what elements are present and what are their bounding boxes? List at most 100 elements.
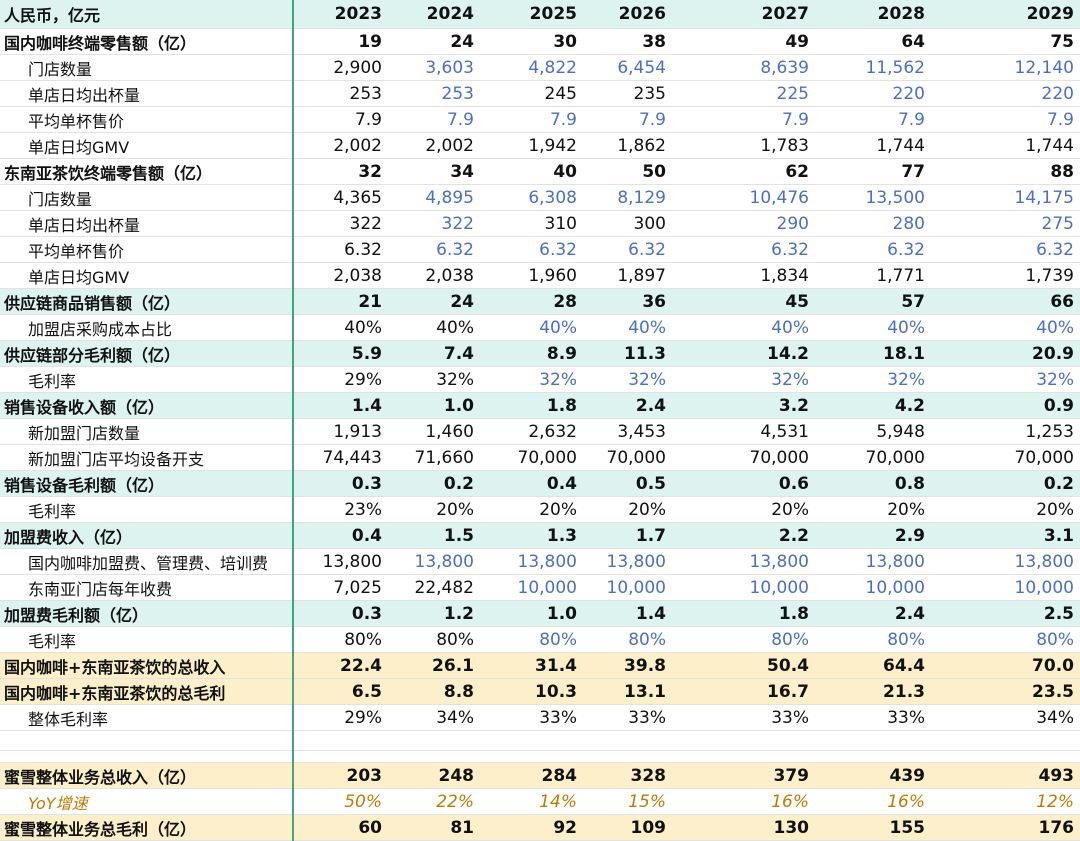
value-cell: 6.32 bbox=[628, 239, 666, 260]
value-cell: 0.8 bbox=[894, 473, 925, 494]
value-cell: 32% bbox=[436, 369, 474, 390]
value-cell: 1,834 bbox=[760, 265, 809, 286]
value-cell: 225 bbox=[776, 83, 809, 104]
value-cell: 75 bbox=[1050, 31, 1074, 52]
value-cell: 7.9 bbox=[549, 109, 577, 130]
value-cell: 0.5 bbox=[635, 473, 666, 494]
value-cell: 10,000 bbox=[749, 577, 809, 598]
value-cell: 7.9 bbox=[446, 109, 474, 130]
value-cell: 275 bbox=[1041, 213, 1074, 234]
row-label: 国内咖啡+东南亚茶饮的总毛利 bbox=[4, 683, 226, 703]
row-label: 加盟店采购成本占比 bbox=[28, 319, 173, 339]
value-cell: 23% bbox=[344, 499, 382, 520]
value-cell: 5.9 bbox=[351, 343, 382, 364]
table-row bbox=[0, 731, 1080, 751]
value-cell: 28 bbox=[553, 291, 577, 312]
value-cell: 70,000 bbox=[606, 447, 666, 468]
value-cell: 4,365 bbox=[333, 187, 382, 208]
value-cell: 6,308 bbox=[528, 187, 577, 208]
value-cell: 7.9 bbox=[1046, 109, 1074, 130]
column-header: 2027 bbox=[761, 4, 809, 24]
row-label: 加盟费收入（亿） bbox=[4, 527, 133, 547]
value-cell: 10,000 bbox=[1014, 577, 1074, 598]
value-cell: 0.4 bbox=[546, 473, 577, 494]
value-cell: 80% bbox=[436, 629, 474, 650]
value-cell: 8.8 bbox=[443, 681, 474, 702]
row-label: 整体毛利率 bbox=[28, 709, 109, 729]
value-cell: 0.6 bbox=[778, 473, 809, 494]
value-cell: 1.4 bbox=[351, 395, 382, 416]
value-cell: 30 bbox=[553, 31, 577, 52]
value-cell: 57 bbox=[901, 291, 925, 312]
value-cell: 203 bbox=[346, 765, 383, 786]
value-cell: 32% bbox=[887, 369, 925, 390]
table-row: 国内咖啡终端零售额（亿） 19 24 30 38 49 64 75 bbox=[0, 29, 1080, 55]
value-cell: 2,632 bbox=[528, 421, 577, 442]
value-cell: 88 bbox=[1050, 161, 1074, 182]
value-cell: 7,025 bbox=[333, 577, 382, 598]
table-row: 门店数量 4,365 4,895 6,308 8,129 10,476 13,500 14,1… bbox=[0, 185, 1080, 211]
value-cell: 32 bbox=[358, 161, 382, 182]
value-cell: 328 bbox=[630, 765, 667, 786]
table-row: 销售设备收入额（亿） 1.4 1.0 1.8 2.4 3.2 4.2 0.9 bbox=[0, 393, 1080, 419]
value-cell: 7.9 bbox=[781, 109, 809, 130]
row-label: 毛利率 bbox=[28, 371, 77, 391]
value-cell: 14% bbox=[539, 791, 577, 812]
value-cell: 33% bbox=[628, 707, 666, 728]
value-cell: 22.4 bbox=[340, 655, 382, 676]
value-cell: 70,000 bbox=[749, 447, 809, 468]
value-cell: 32% bbox=[771, 369, 809, 390]
table-row: 蜜雪整体业务总毛利（亿） 60 81 92 109 130 155 176 bbox=[0, 815, 1080, 841]
value-cell: 80% bbox=[344, 629, 382, 650]
value-cell: 33% bbox=[539, 707, 577, 728]
value-cell: 36 bbox=[642, 291, 666, 312]
value-cell: 20% bbox=[887, 499, 925, 520]
value-cell: 6.32 bbox=[887, 239, 925, 260]
value-cell: 92 bbox=[553, 817, 577, 838]
value-cell: 24 bbox=[450, 31, 474, 52]
row-label: 销售设备收入额（亿） bbox=[4, 397, 165, 417]
value-cell: 1.5 bbox=[443, 525, 474, 546]
row-label: 东南亚茶饮终端零售额（亿） bbox=[4, 163, 213, 183]
value-cell: 248 bbox=[438, 765, 475, 786]
value-cell: 8.9 bbox=[546, 343, 577, 364]
value-cell: 80% bbox=[887, 629, 925, 650]
value-cell: 6,454 bbox=[617, 57, 666, 78]
value-cell: 34% bbox=[436, 707, 474, 728]
value-cell: 1,739 bbox=[1025, 265, 1074, 286]
value-cell: 29% bbox=[344, 369, 382, 390]
value-cell: 13,500 bbox=[865, 187, 925, 208]
value-cell: 31.4 bbox=[535, 655, 577, 676]
table-row bbox=[0, 751, 1080, 763]
value-cell: 14,175 bbox=[1014, 187, 1074, 208]
value-cell: 2.9 bbox=[894, 525, 925, 546]
value-cell: 0.3 bbox=[351, 603, 382, 624]
value-cell: 66 bbox=[1050, 291, 1074, 312]
value-cell: 10,000 bbox=[517, 577, 577, 598]
table-row: 国内咖啡+东南亚茶饮的总毛利 6.5 8.8 10.3 13.1 16.7 21.3 23.5 bbox=[0, 679, 1080, 705]
value-cell: 6.32 bbox=[771, 239, 809, 260]
value-cell: 34 bbox=[450, 161, 474, 182]
value-cell: 80% bbox=[628, 629, 666, 650]
value-cell: 2,002 bbox=[333, 135, 382, 156]
value-cell: 2,900 bbox=[333, 57, 382, 78]
value-cell: 21 bbox=[358, 291, 382, 312]
value-cell: 0.3 bbox=[351, 473, 382, 494]
value-cell: 1.7 bbox=[635, 525, 666, 546]
value-cell: 32% bbox=[628, 369, 666, 390]
value-cell: 40% bbox=[887, 317, 925, 338]
value-cell: 80% bbox=[771, 629, 809, 650]
value-cell: 1,942 bbox=[528, 135, 577, 156]
value-cell: 235 bbox=[633, 83, 666, 104]
row-label: 蜜雪整体业务总收入（亿） bbox=[4, 767, 197, 787]
value-cell: 130 bbox=[773, 817, 810, 838]
row-label: YoY增速 bbox=[28, 793, 88, 813]
value-cell: 16% bbox=[887, 791, 925, 812]
value-cell: 155 bbox=[889, 817, 926, 838]
value-cell: 18.1 bbox=[883, 343, 925, 364]
value-cell: 253 bbox=[441, 83, 474, 104]
value-cell: 1.4 bbox=[635, 603, 666, 624]
value-cell: 109 bbox=[630, 817, 667, 838]
value-cell: 49 bbox=[785, 31, 809, 52]
